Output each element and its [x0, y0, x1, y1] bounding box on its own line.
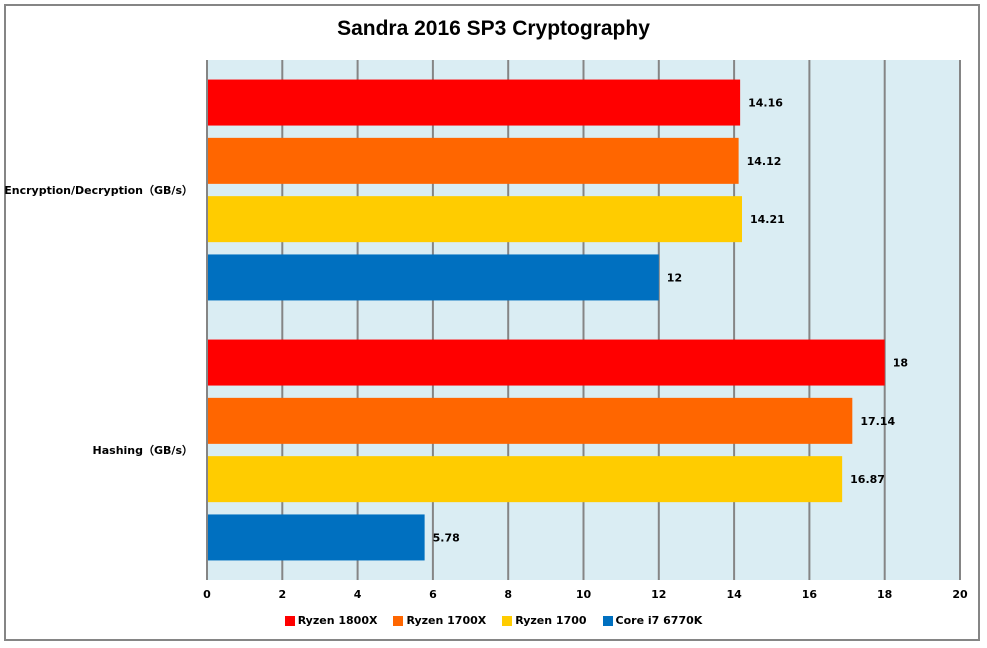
- legend-label: Ryzen 1700: [515, 614, 587, 627]
- legend-item: Ryzen 1700: [502, 614, 587, 627]
- data-label: 12: [667, 271, 682, 284]
- legend-label: Core i7 6770K: [615, 614, 703, 627]
- legend-label: Ryzen 1800X: [297, 614, 378, 627]
- data-label: 14.12: [747, 155, 782, 168]
- data-label: 16.87: [850, 473, 885, 486]
- x-tick-label: 12: [651, 588, 666, 601]
- legend-swatch: [602, 615, 613, 626]
- x-tick-label: 14: [726, 588, 742, 601]
- bar: [208, 514, 425, 561]
- data-label: 18: [893, 357, 908, 370]
- x-tick-label: 16: [802, 588, 818, 601]
- category-label: Hashing（GB/s）: [93, 444, 193, 457]
- bar: [208, 456, 843, 503]
- x-tick-label: 4: [354, 588, 362, 601]
- bar: [208, 254, 659, 301]
- x-tick-label: 8: [504, 588, 512, 601]
- x-tick-label: 6: [429, 588, 437, 601]
- x-tick-label: 20: [952, 588, 968, 601]
- data-label: 14.21: [750, 213, 785, 226]
- data-label: 5.78: [433, 531, 460, 544]
- legend-label: Ryzen 1700X: [406, 614, 487, 627]
- data-label: 17.14: [860, 415, 895, 428]
- x-tick-label: 0: [203, 588, 211, 601]
- legend-item: Ryzen 1700X: [393, 614, 486, 627]
- legend-swatch: [284, 615, 295, 626]
- bar: [208, 196, 743, 243]
- x-tick-label: 18: [877, 588, 892, 601]
- bar: [208, 79, 741, 126]
- x-tick-label: 10: [576, 588, 592, 601]
- category-label: Encryption/Decryption（GB/s）: [4, 184, 193, 197]
- bar: [208, 339, 885, 386]
- x-tick-label: 2: [278, 588, 286, 601]
- bar: [208, 137, 739, 184]
- chart-title: Sandra 2016 SP3 Cryptography: [337, 17, 650, 40]
- legend-item: Core i7 6770K: [602, 614, 703, 627]
- data-label: 14.16: [748, 97, 783, 110]
- legend: Ryzen 1800X Ryzen 1700X Ryzen 1700 Core i7 …: [0, 614, 987, 627]
- legend-swatch: [393, 615, 404, 626]
- legend-swatch: [502, 615, 513, 626]
- legend-item: Ryzen 1800X: [284, 614, 378, 627]
- bar: [208, 397, 853, 444]
